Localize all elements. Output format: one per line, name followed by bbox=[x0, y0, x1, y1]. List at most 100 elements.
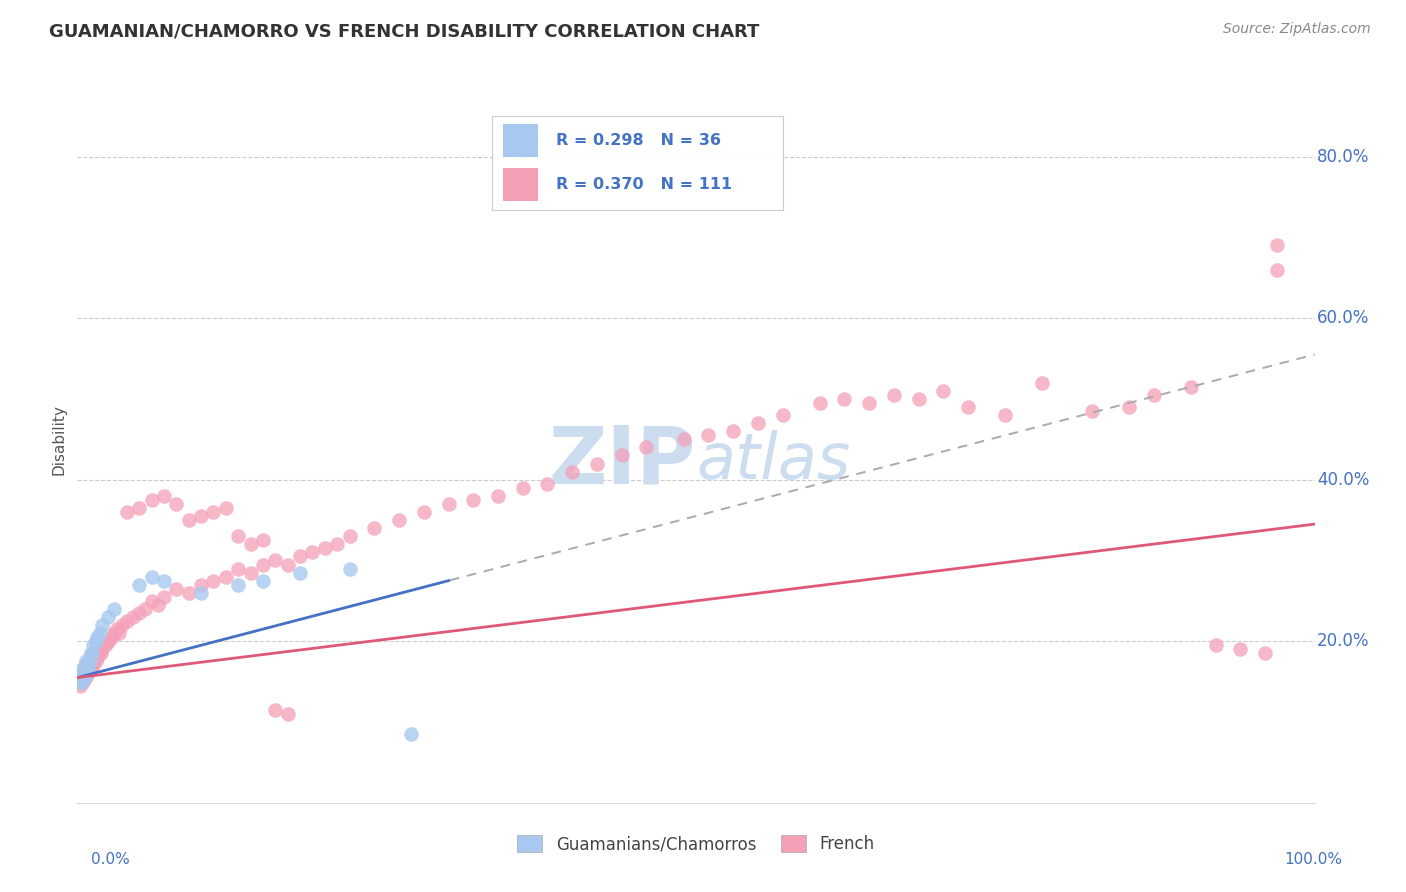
Point bbox=[153, 590, 176, 604]
Point bbox=[1081, 404, 1104, 418]
Point bbox=[84, 634, 107, 648]
Point bbox=[288, 549, 311, 564]
Point bbox=[70, 666, 93, 681]
Point bbox=[84, 655, 107, 669]
Point bbox=[82, 652, 104, 666]
Text: 100.0%: 100.0% bbox=[1285, 852, 1343, 867]
Point bbox=[79, 663, 101, 677]
Point bbox=[252, 574, 274, 588]
Point bbox=[76, 660, 98, 674]
Point bbox=[73, 658, 96, 673]
Point bbox=[907, 392, 929, 406]
Point bbox=[75, 663, 97, 677]
Point bbox=[226, 578, 249, 592]
Point bbox=[1180, 380, 1202, 394]
Point bbox=[141, 569, 163, 583]
Text: 40.0%: 40.0% bbox=[1317, 471, 1369, 489]
Point bbox=[264, 703, 287, 717]
Point bbox=[1143, 388, 1166, 402]
Point bbox=[994, 408, 1017, 422]
Point bbox=[76, 666, 98, 681]
Point bbox=[84, 646, 107, 660]
Legend: Guamanians/Chamorros, French: Guamanians/Chamorros, French bbox=[510, 829, 882, 860]
Point bbox=[69, 666, 91, 681]
Text: 80.0%: 80.0% bbox=[1317, 147, 1369, 166]
Point bbox=[82, 638, 104, 652]
Point bbox=[610, 449, 633, 463]
Point bbox=[90, 646, 112, 660]
Point bbox=[67, 671, 90, 685]
Point bbox=[747, 416, 769, 430]
Point bbox=[79, 650, 101, 665]
Point bbox=[141, 492, 163, 507]
Point bbox=[128, 578, 150, 592]
Y-axis label: Disability: Disability bbox=[51, 404, 66, 475]
Point bbox=[561, 465, 583, 479]
Point bbox=[252, 533, 274, 548]
Point bbox=[932, 384, 955, 398]
Text: atlas: atlas bbox=[696, 430, 851, 492]
Point bbox=[486, 489, 509, 503]
Point bbox=[87, 648, 110, 663]
Point bbox=[96, 636, 118, 650]
Point bbox=[83, 650, 105, 665]
Point bbox=[363, 521, 385, 535]
Point bbox=[512, 481, 534, 495]
Text: Source: ZipAtlas.com: Source: ZipAtlas.com bbox=[1223, 22, 1371, 37]
Point bbox=[134, 602, 156, 616]
Point bbox=[69, 679, 91, 693]
Point bbox=[80, 655, 103, 669]
Point bbox=[89, 644, 111, 658]
Point bbox=[80, 646, 103, 660]
Point bbox=[226, 561, 249, 575]
Point bbox=[115, 614, 138, 628]
Point bbox=[77, 663, 100, 677]
Point bbox=[141, 594, 163, 608]
Point bbox=[165, 582, 187, 596]
Point bbox=[70, 671, 93, 685]
Point bbox=[82, 657, 104, 671]
Point bbox=[115, 505, 138, 519]
Point bbox=[288, 566, 311, 580]
Point bbox=[252, 558, 274, 572]
Point bbox=[226, 529, 249, 543]
Point bbox=[98, 632, 121, 647]
Point bbox=[79, 657, 101, 671]
Point bbox=[86, 650, 108, 665]
Point bbox=[153, 489, 176, 503]
Point bbox=[264, 553, 287, 567]
Point bbox=[177, 586, 200, 600]
Point bbox=[883, 388, 905, 402]
Point bbox=[72, 665, 94, 679]
Point bbox=[76, 668, 98, 682]
Point bbox=[586, 457, 609, 471]
Point bbox=[239, 566, 262, 580]
Point bbox=[202, 574, 225, 588]
Point bbox=[314, 541, 336, 556]
Text: ZIP: ZIP bbox=[548, 422, 696, 500]
Point bbox=[1229, 642, 1251, 657]
Point bbox=[69, 671, 91, 685]
Point bbox=[103, 602, 125, 616]
Point bbox=[72, 668, 94, 682]
Point bbox=[834, 392, 856, 406]
Point bbox=[215, 569, 238, 583]
Point bbox=[202, 505, 225, 519]
Point bbox=[772, 408, 794, 422]
Point bbox=[86, 630, 108, 644]
Point bbox=[72, 676, 94, 690]
Point bbox=[105, 622, 128, 636]
Point bbox=[697, 428, 720, 442]
Point bbox=[67, 674, 90, 689]
Point bbox=[75, 658, 97, 673]
Point bbox=[93, 638, 115, 652]
Text: 20.0%: 20.0% bbox=[1317, 632, 1369, 650]
Point bbox=[79, 655, 101, 669]
Point bbox=[128, 606, 150, 620]
Point bbox=[73, 663, 96, 677]
Point bbox=[401, 727, 423, 741]
Point bbox=[1205, 638, 1227, 652]
Point bbox=[76, 658, 98, 673]
Point bbox=[1118, 400, 1140, 414]
Point bbox=[388, 513, 411, 527]
